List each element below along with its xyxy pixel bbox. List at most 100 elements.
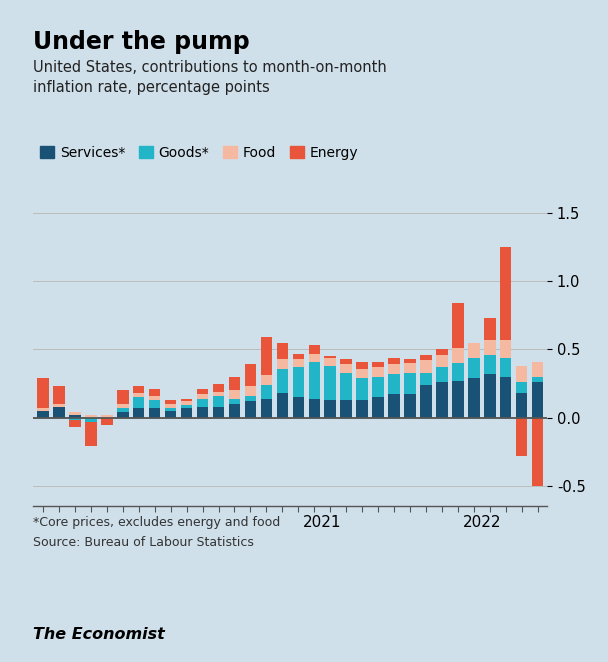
Bar <box>197 399 209 406</box>
Text: Under the pump: Under the pump <box>33 30 250 54</box>
Bar <box>356 369 368 378</box>
Bar <box>500 247 511 340</box>
Bar <box>389 357 400 364</box>
Bar <box>516 382 527 393</box>
Bar <box>181 401 192 405</box>
Bar <box>308 354 320 361</box>
Bar <box>117 404 128 408</box>
Bar <box>197 395 209 399</box>
Bar <box>85 422 97 446</box>
Text: Source: Bureau of Labour Statistics: Source: Bureau of Labour Statistics <box>33 536 254 549</box>
Bar <box>436 382 447 418</box>
Bar <box>37 411 49 418</box>
Bar <box>181 399 192 401</box>
Bar <box>436 350 447 355</box>
Bar <box>117 408 128 412</box>
Bar <box>308 346 320 354</box>
Bar <box>452 303 463 348</box>
Bar <box>85 415 97 418</box>
Bar <box>404 363 416 373</box>
Bar <box>420 355 432 360</box>
Bar <box>54 406 64 418</box>
Bar <box>213 392 224 396</box>
Bar <box>420 373 432 385</box>
Bar <box>197 389 209 395</box>
Bar <box>532 418 544 486</box>
Bar <box>404 359 416 363</box>
Bar <box>69 415 81 418</box>
Bar <box>149 408 161 418</box>
Bar <box>229 399 240 404</box>
Bar <box>532 382 544 418</box>
Bar <box>325 366 336 400</box>
Bar <box>436 355 447 367</box>
Bar <box>468 343 480 357</box>
Bar <box>516 393 527 418</box>
Bar <box>69 412 81 415</box>
Bar <box>516 366 527 382</box>
Bar <box>292 354 304 359</box>
Bar <box>452 363 463 381</box>
Bar <box>37 378 49 408</box>
Bar <box>149 389 161 396</box>
Bar <box>468 357 480 378</box>
Bar <box>165 408 176 411</box>
Bar <box>292 397 304 418</box>
Bar <box>133 408 145 418</box>
Bar <box>532 361 544 377</box>
Bar <box>213 396 224 406</box>
Bar <box>181 408 192 418</box>
Bar <box>372 361 384 367</box>
Bar <box>261 375 272 385</box>
Bar <box>500 340 511 357</box>
Bar <box>149 396 161 400</box>
Bar <box>516 418 527 456</box>
Bar <box>404 395 416 418</box>
Bar <box>37 408 49 411</box>
Text: 2022: 2022 <box>463 514 501 530</box>
Bar <box>244 401 256 418</box>
Bar <box>277 393 288 418</box>
Bar <box>325 356 336 357</box>
Bar <box>85 418 97 422</box>
Bar <box>356 361 368 369</box>
Bar <box>261 385 272 399</box>
Bar <box>452 381 463 418</box>
Bar <box>261 399 272 418</box>
Bar <box>372 377 384 397</box>
Bar <box>244 396 256 401</box>
Bar <box>165 404 176 408</box>
Bar <box>340 359 352 364</box>
Text: 2021: 2021 <box>303 514 342 530</box>
Bar <box>484 374 496 418</box>
Bar <box>484 318 496 340</box>
Bar <box>340 364 352 373</box>
Bar <box>308 399 320 418</box>
Bar <box>261 337 272 375</box>
Bar <box>277 359 288 369</box>
Bar <box>340 400 352 418</box>
Text: *Core prices, excludes energy and food: *Core prices, excludes energy and food <box>33 516 281 530</box>
Bar <box>213 383 224 392</box>
Bar <box>372 367 384 377</box>
Bar <box>420 360 432 373</box>
Legend: Services*, Goods*, Food, Energy: Services*, Goods*, Food, Energy <box>40 146 358 160</box>
Bar <box>389 395 400 418</box>
Bar <box>292 367 304 397</box>
Bar <box>229 391 240 399</box>
Bar <box>213 406 224 418</box>
Bar <box>101 415 112 418</box>
Bar <box>452 348 463 363</box>
Bar <box>244 364 256 386</box>
Bar <box>404 373 416 395</box>
Bar <box>181 405 192 408</box>
Bar <box>197 406 209 418</box>
Bar <box>165 400 176 404</box>
Bar <box>372 397 384 418</box>
Bar <box>292 359 304 367</box>
Bar <box>532 377 544 382</box>
Bar <box>356 378 368 400</box>
Bar <box>54 404 64 406</box>
Bar <box>229 377 240 391</box>
Bar <box>340 373 352 400</box>
